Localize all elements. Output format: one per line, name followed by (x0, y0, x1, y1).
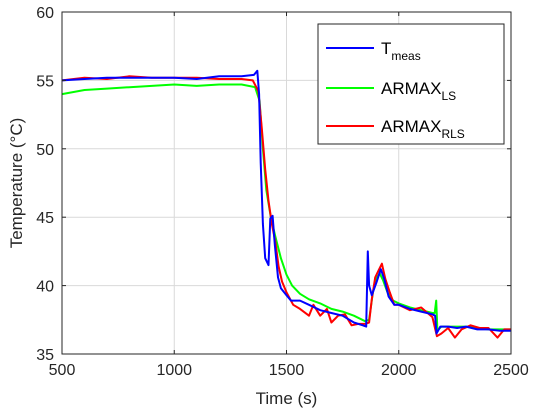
y-tick-label: 55 (36, 73, 54, 90)
series-line-armax-ls (61, 83, 511, 332)
legend-label: ARMAXLS (381, 79, 456, 103)
x-tick-label: 500 (49, 362, 76, 379)
series-line-t-meas (61, 69, 511, 335)
legend-entries: Tmeas ARMAXLS ARMAXRLS (326, 39, 465, 141)
x-axis-label: Time (s) (256, 389, 318, 408)
y-tick-label: 60 (36, 5, 54, 22)
y-tick-label: 45 (36, 210, 54, 227)
tick-marks (61, 11, 512, 355)
y-tick-label: 50 (36, 142, 54, 159)
legend-label: Tmeas (381, 39, 421, 63)
x-tick-label: 1500 (269, 362, 305, 379)
legend-label: ARMAXRLS (381, 117, 465, 141)
series-layer (61, 69, 511, 339)
y-axis-label: Temperature (°C) (7, 118, 26, 249)
tick-labels: 500 1000 1500 2000 2500 35 40 45 50 55 60 (36, 5, 529, 379)
y-tick-label: 40 (36, 279, 54, 296)
x-tick-label: 1000 (156, 362, 192, 379)
x-tick-label: 2500 (493, 362, 529, 379)
x-tick-label: 2000 (381, 362, 417, 379)
y-tick-label: 35 (36, 347, 54, 364)
legend: Tmeas ARMAXLS ARMAXRLS (317, 23, 505, 145)
legend-box (317, 23, 505, 145)
